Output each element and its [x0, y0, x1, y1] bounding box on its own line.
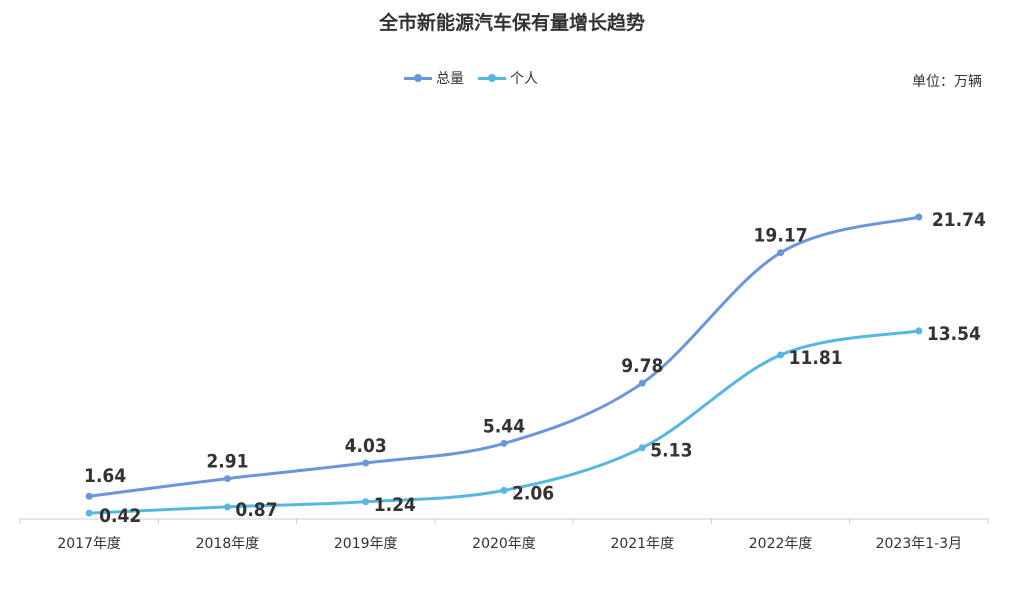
data-label-total: 19.17 [754, 225, 808, 247]
unit-label: 单位：万辆 [912, 74, 982, 90]
data-label-personal: 0.87 [235, 499, 277, 521]
x-tick-label: 2020年度 [472, 536, 536, 552]
data-label-personal: 11.81 [789, 347, 843, 369]
data-label-personal: 5.13 [650, 440, 692, 462]
legend-label-total: 总量 [436, 71, 464, 87]
data-point-personal [362, 498, 370, 506]
legend-swatch-personal [478, 71, 506, 85]
chart-title: 全市新能源汽车保有量增长趋势 [378, 12, 645, 34]
x-tick-label: 2017年度 [57, 536, 121, 552]
data-point-total [362, 459, 370, 467]
data-label-personal: 2.06 [512, 482, 554, 504]
data-point-total [85, 492, 93, 500]
data-point-total [638, 379, 646, 387]
data-point-personal [777, 351, 785, 359]
data-label-personal: 1.24 [374, 494, 416, 516]
data-label-personal: 0.42 [99, 505, 141, 527]
data-point-personal [223, 503, 231, 511]
legend-item-total[interactable]: 总量 [404, 68, 464, 88]
data-label-total: 4.03 [345, 435, 387, 457]
data-label-total: 2.91 [206, 451, 248, 473]
legend-item-personal[interactable]: 个人 [478, 68, 538, 88]
data-point-personal [915, 327, 923, 335]
data-label-total: 9.78 [621, 355, 663, 377]
data-point-total [500, 439, 508, 447]
data-point-personal [85, 509, 93, 517]
data-point-total [915, 213, 923, 221]
legend-swatch-total [404, 71, 432, 85]
x-tick-label: 2023年1-3月 [876, 536, 963, 552]
data-label-personal: 13.54 [927, 323, 981, 345]
data-label-total: 5.44 [483, 415, 525, 437]
legend-label-personal: 个人 [510, 71, 538, 87]
x-tick-label: 2022年度 [749, 536, 813, 552]
x-tick-label: 2018年度 [196, 536, 260, 552]
data-point-total [223, 475, 231, 483]
data-label-total: 21.74 [932, 209, 986, 231]
x-tick-label: 2019年度 [334, 536, 398, 552]
data-point-personal [500, 486, 508, 494]
data-point-total [777, 249, 785, 257]
data-point-personal [638, 444, 646, 452]
x-tick-label: 2021年度 [610, 536, 674, 552]
legend: 总量 个人 [0, 68, 1024, 92]
data-label-total: 1.64 [84, 465, 126, 487]
